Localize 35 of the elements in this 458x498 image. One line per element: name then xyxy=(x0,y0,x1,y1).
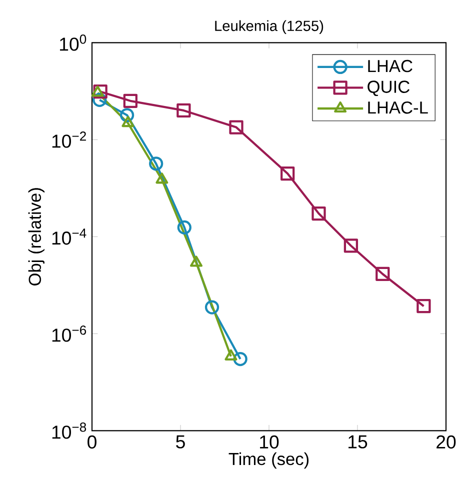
y-tick-label: 10$^{0}$ xyxy=(60,34,86,51)
point xyxy=(92,92,107,107)
point xyxy=(177,220,192,235)
point xyxy=(93,84,108,99)
x-tick-label: 20 xyxy=(436,435,456,449)
point xyxy=(416,299,431,314)
x-tick-label: 0 xyxy=(88,435,96,449)
y-tick-label: 10$^{−4}$ xyxy=(52,228,86,245)
point xyxy=(190,256,203,267)
point xyxy=(91,86,104,97)
x-axis-title: Time (sec) xyxy=(228,452,309,469)
point xyxy=(229,120,244,134)
legend-label: QUIC xyxy=(368,80,410,96)
y-tick-label: 10$^{−2}$ xyxy=(52,132,86,148)
x-tick-label: 10 xyxy=(260,435,279,449)
point xyxy=(312,206,326,221)
y-tick-label: 10$^{−6}$ xyxy=(52,326,86,342)
x-tick-label: 5 xyxy=(176,435,185,448)
point xyxy=(156,172,168,184)
chart-title: Leukemia (1255) xyxy=(215,20,324,34)
point xyxy=(376,266,390,282)
y-axis-title: Obj (relative) xyxy=(28,188,44,286)
point xyxy=(176,103,191,118)
point xyxy=(204,300,220,314)
legend-label: LHAC xyxy=(368,60,412,72)
point xyxy=(120,108,134,122)
x-tick-label: 15 xyxy=(348,435,368,448)
point xyxy=(233,352,248,366)
y-tick-label: 10$^{−8}$ xyxy=(52,422,86,439)
point xyxy=(344,238,358,253)
legend-label: LHAC-L xyxy=(368,101,428,114)
point xyxy=(149,156,164,171)
point xyxy=(122,116,134,128)
point xyxy=(280,166,295,181)
point xyxy=(123,94,138,108)
